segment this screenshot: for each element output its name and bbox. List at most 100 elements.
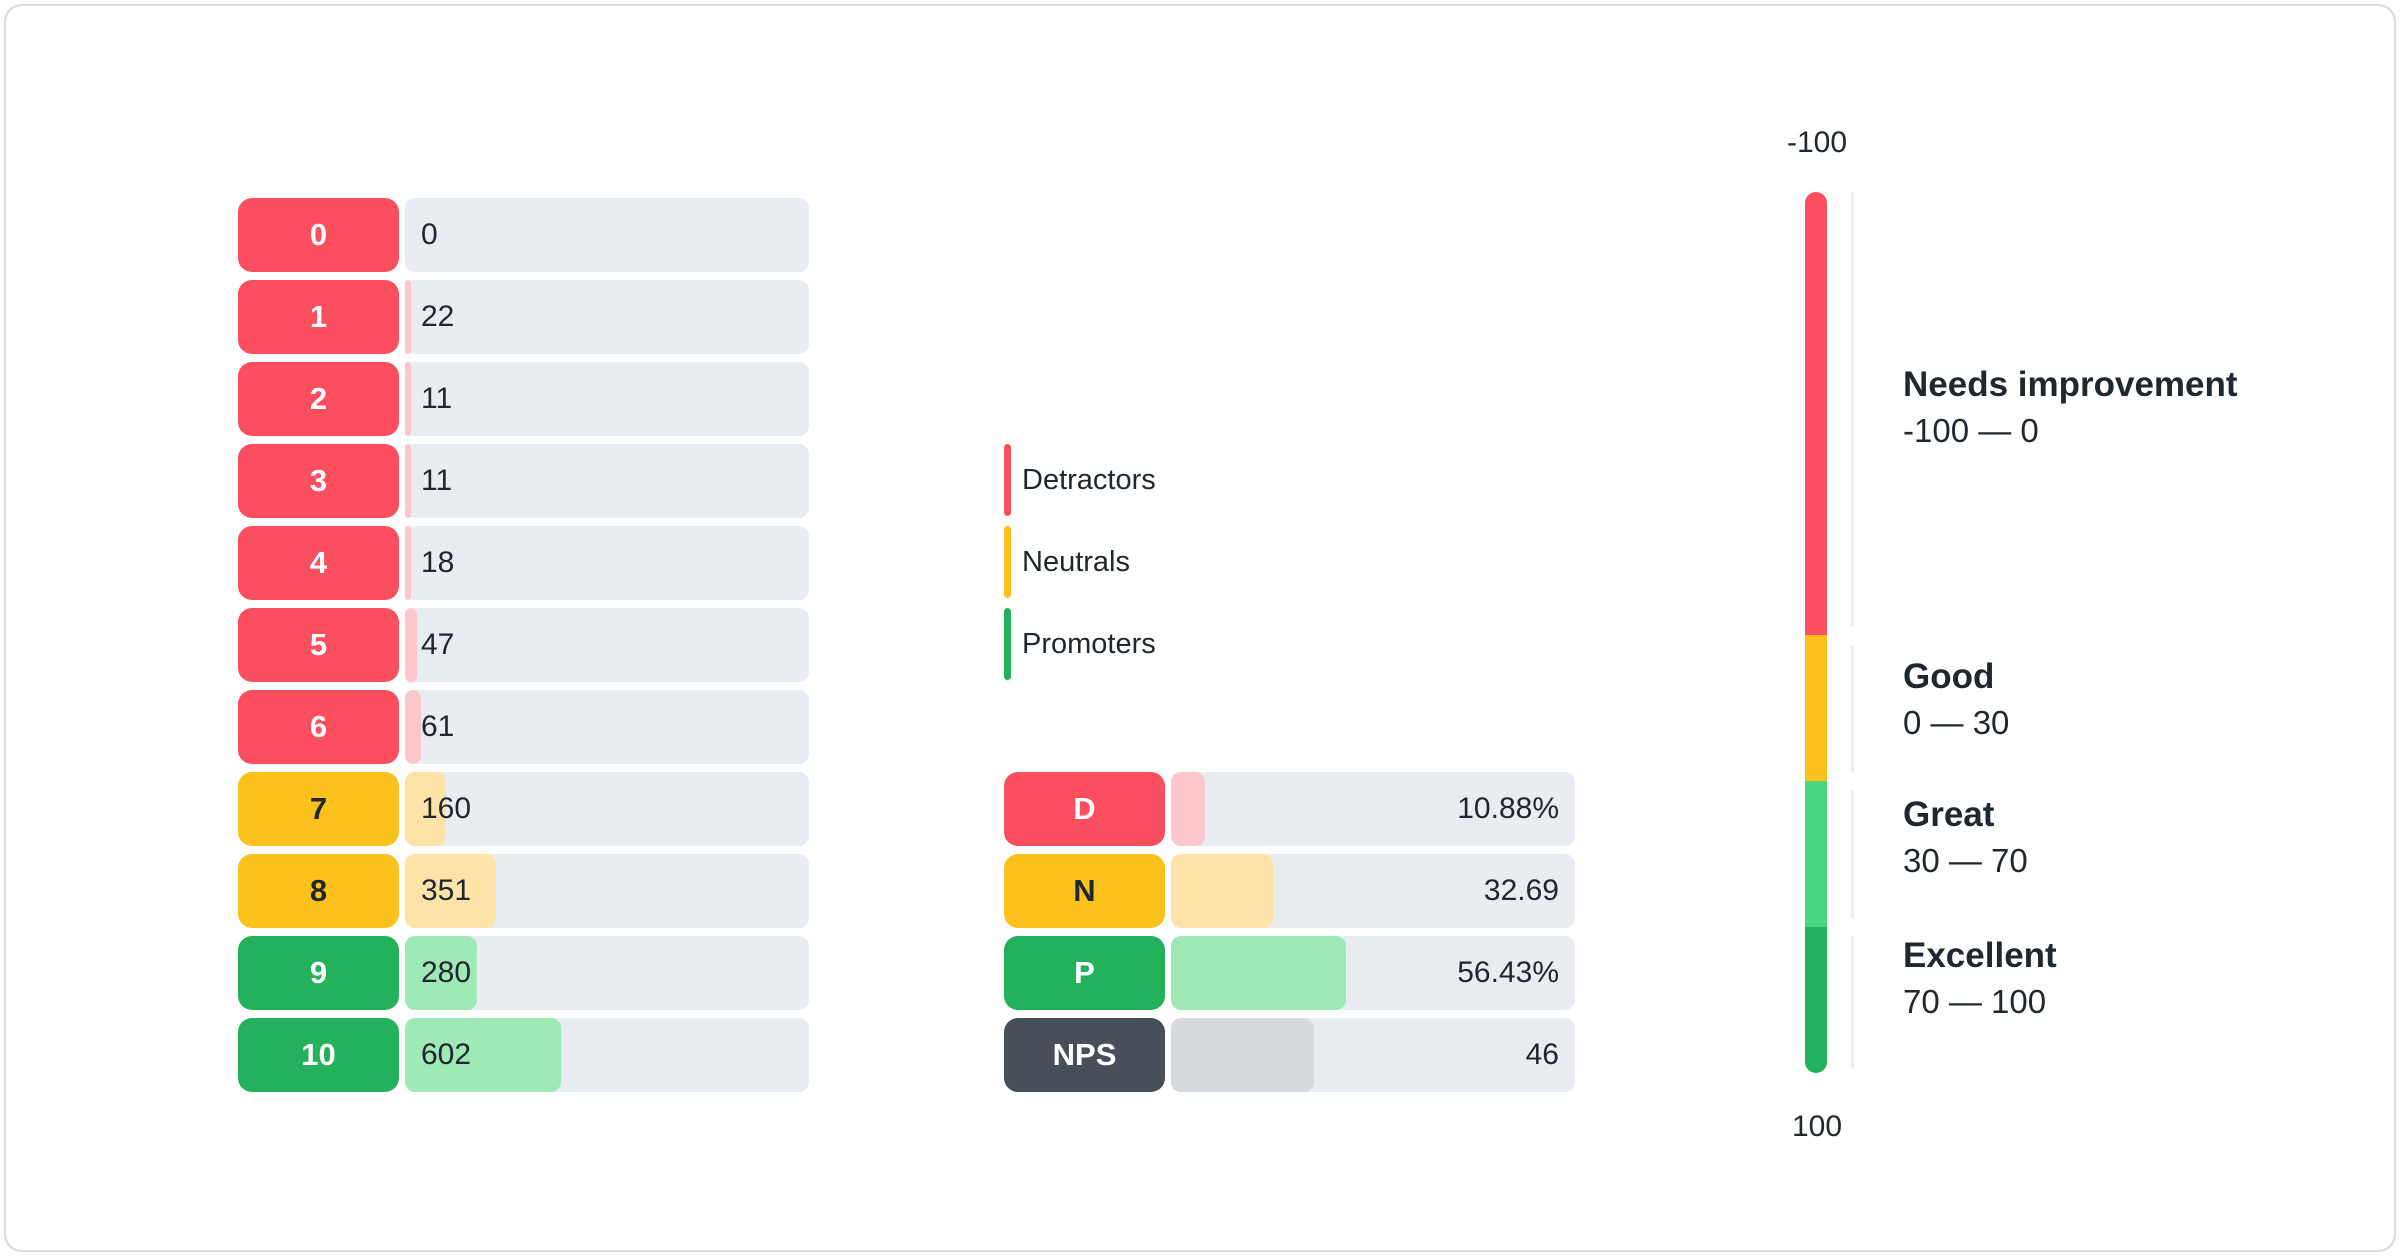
score-badge: 6 [238, 690, 399, 764]
gauge-zone-excellent: Excellent 70 — 100 [1903, 933, 2057, 1025]
score-badge: 9 [238, 936, 399, 1010]
gauge-segment-needs-improvement [1805, 192, 1827, 636]
summary-bar-fill [1171, 854, 1273, 928]
score-badge: 10 [238, 1018, 399, 1092]
score-count: 602 [421, 1038, 472, 1071]
summary-badge: D [1004, 772, 1165, 846]
score-bar-track: 22 [405, 280, 809, 354]
summary-value: 32.69 [1483, 874, 1559, 907]
score-count: 280 [421, 956, 472, 989]
score-badge: 0 [238, 198, 399, 272]
score-row: 4 18 [238, 526, 809, 600]
gauge-segment-great [1805, 781, 1827, 928]
summary-value: 46 [1525, 1038, 1559, 1071]
gauge-axis-segment [1851, 192, 1854, 627]
score-bar-fill [405, 608, 418, 682]
score-row: 9 280 [238, 936, 809, 1010]
gauge-axis-segment [1851, 790, 1854, 918]
gauge-zone-great: Great 30 — 70 [1903, 792, 2028, 884]
summary-bar-fill [1171, 936, 1347, 1010]
score-count: 22 [421, 300, 455, 333]
score-bar-fill [405, 526, 411, 600]
score-row: 2 11 [238, 362, 809, 436]
score-badge: 2 [238, 362, 399, 436]
score-row: 1 22 [238, 280, 809, 354]
legend-label: Neutrals [1022, 545, 1130, 578]
score-row: 5 47 [238, 608, 809, 682]
score-count: 47 [421, 628, 455, 661]
score-count: 160 [421, 792, 472, 825]
summary-bar-track: 46 [1171, 1018, 1575, 1092]
gauge-max-label: -100 [1786, 126, 1848, 159]
score-bar-track: 160 [405, 772, 809, 846]
score-badge: 1 [238, 280, 399, 354]
zone-range: 0 — 30 [1903, 704, 2010, 741]
legend-label: Promoters [1022, 627, 1156, 660]
legend-color-tick-icon [1004, 526, 1011, 598]
score-badge: 7 [238, 772, 399, 846]
summary-badge: N [1004, 854, 1165, 928]
score-bar-fill [405, 280, 411, 354]
zone-title: Excellent [1903, 936, 2057, 975]
legend-item: Detractors [1004, 444, 1156, 516]
summary-bar-track: 10.88% [1171, 772, 1575, 846]
score-count: 0 [421, 218, 438, 251]
summary-bar-fill [1171, 772, 1205, 846]
legend-label: Detractors [1022, 463, 1156, 496]
summary-value: 56.43% [1457, 956, 1559, 989]
summary-value: 10.88% [1457, 792, 1559, 825]
score-badge: 5 [238, 608, 399, 682]
score-bar-track: 61 [405, 690, 809, 764]
zone-title: Great [1903, 795, 1995, 834]
score-row: 3 11 [238, 444, 809, 518]
gauge-zone-needs-improvement: Needs improvement -100 — 0 [1903, 362, 2238, 454]
score-bar-track: 18 [405, 526, 809, 600]
summary-bar-track: 56.43% [1171, 936, 1575, 1010]
score-bar-fill [405, 1018, 561, 1092]
zone-range: 30 — 70 [1903, 842, 2028, 879]
zone-title: Good [1903, 657, 1995, 696]
score-badge: 4 [238, 526, 399, 600]
score-bar-fill [405, 690, 421, 764]
summary-badge: NPS [1004, 1018, 1165, 1092]
score-row: 8 351 [238, 854, 809, 928]
score-row: 0 0 [238, 198, 809, 272]
legend-item: Promoters [1004, 608, 1156, 680]
score-bar-track: 602 [405, 1018, 809, 1092]
legend-color-tick-icon [1004, 608, 1011, 680]
gauge-axis-segment [1851, 645, 1854, 772]
summary-row: P 56.43% [1004, 936, 1575, 1010]
zone-range: -100 — 0 [1903, 412, 2039, 449]
gauge-segment-good [1805, 635, 1827, 782]
score-bar-fill [405, 772, 447, 846]
score-bar-track: 11 [405, 362, 809, 436]
score-bar-track: 351 [405, 854, 809, 928]
score-count: 18 [421, 546, 455, 579]
zone-title: Needs improvement [1903, 365, 2238, 404]
score-row: 7 160 [238, 772, 809, 846]
score-count: 11 [421, 464, 453, 497]
legend-color-tick-icon [1004, 444, 1011, 516]
score-bar-fill [405, 362, 411, 436]
gauge-scale-bar [1805, 192, 1827, 1073]
score-bar-fill [405, 936, 478, 1010]
score-count: 351 [421, 874, 472, 907]
score-count: 11 [421, 382, 453, 415]
score-badge: 3 [238, 444, 399, 518]
summary-row: NPS 46 [1004, 1018, 1575, 1092]
score-bar-fill [405, 444, 411, 518]
score-count: 61 [421, 710, 455, 743]
score-row: 6 61 [238, 690, 809, 764]
score-row: 10 602 [238, 1018, 809, 1092]
zone-range: 70 — 100 [1903, 983, 2047, 1020]
gauge-axis-segment [1851, 936, 1854, 1068]
score-bar-fill [405, 854, 496, 928]
summary-row: D 10.88% [1004, 772, 1575, 846]
gauge-min-label: 100 [1791, 1110, 1843, 1143]
score-bar-track: 11 [405, 444, 809, 518]
score-bar-track: 47 [405, 608, 809, 682]
score-bar-track: 280 [405, 936, 809, 1010]
summary-badge: P [1004, 936, 1165, 1010]
summary-bar-track: 32.69 [1171, 854, 1575, 928]
legend-item: Neutrals [1004, 526, 1130, 598]
